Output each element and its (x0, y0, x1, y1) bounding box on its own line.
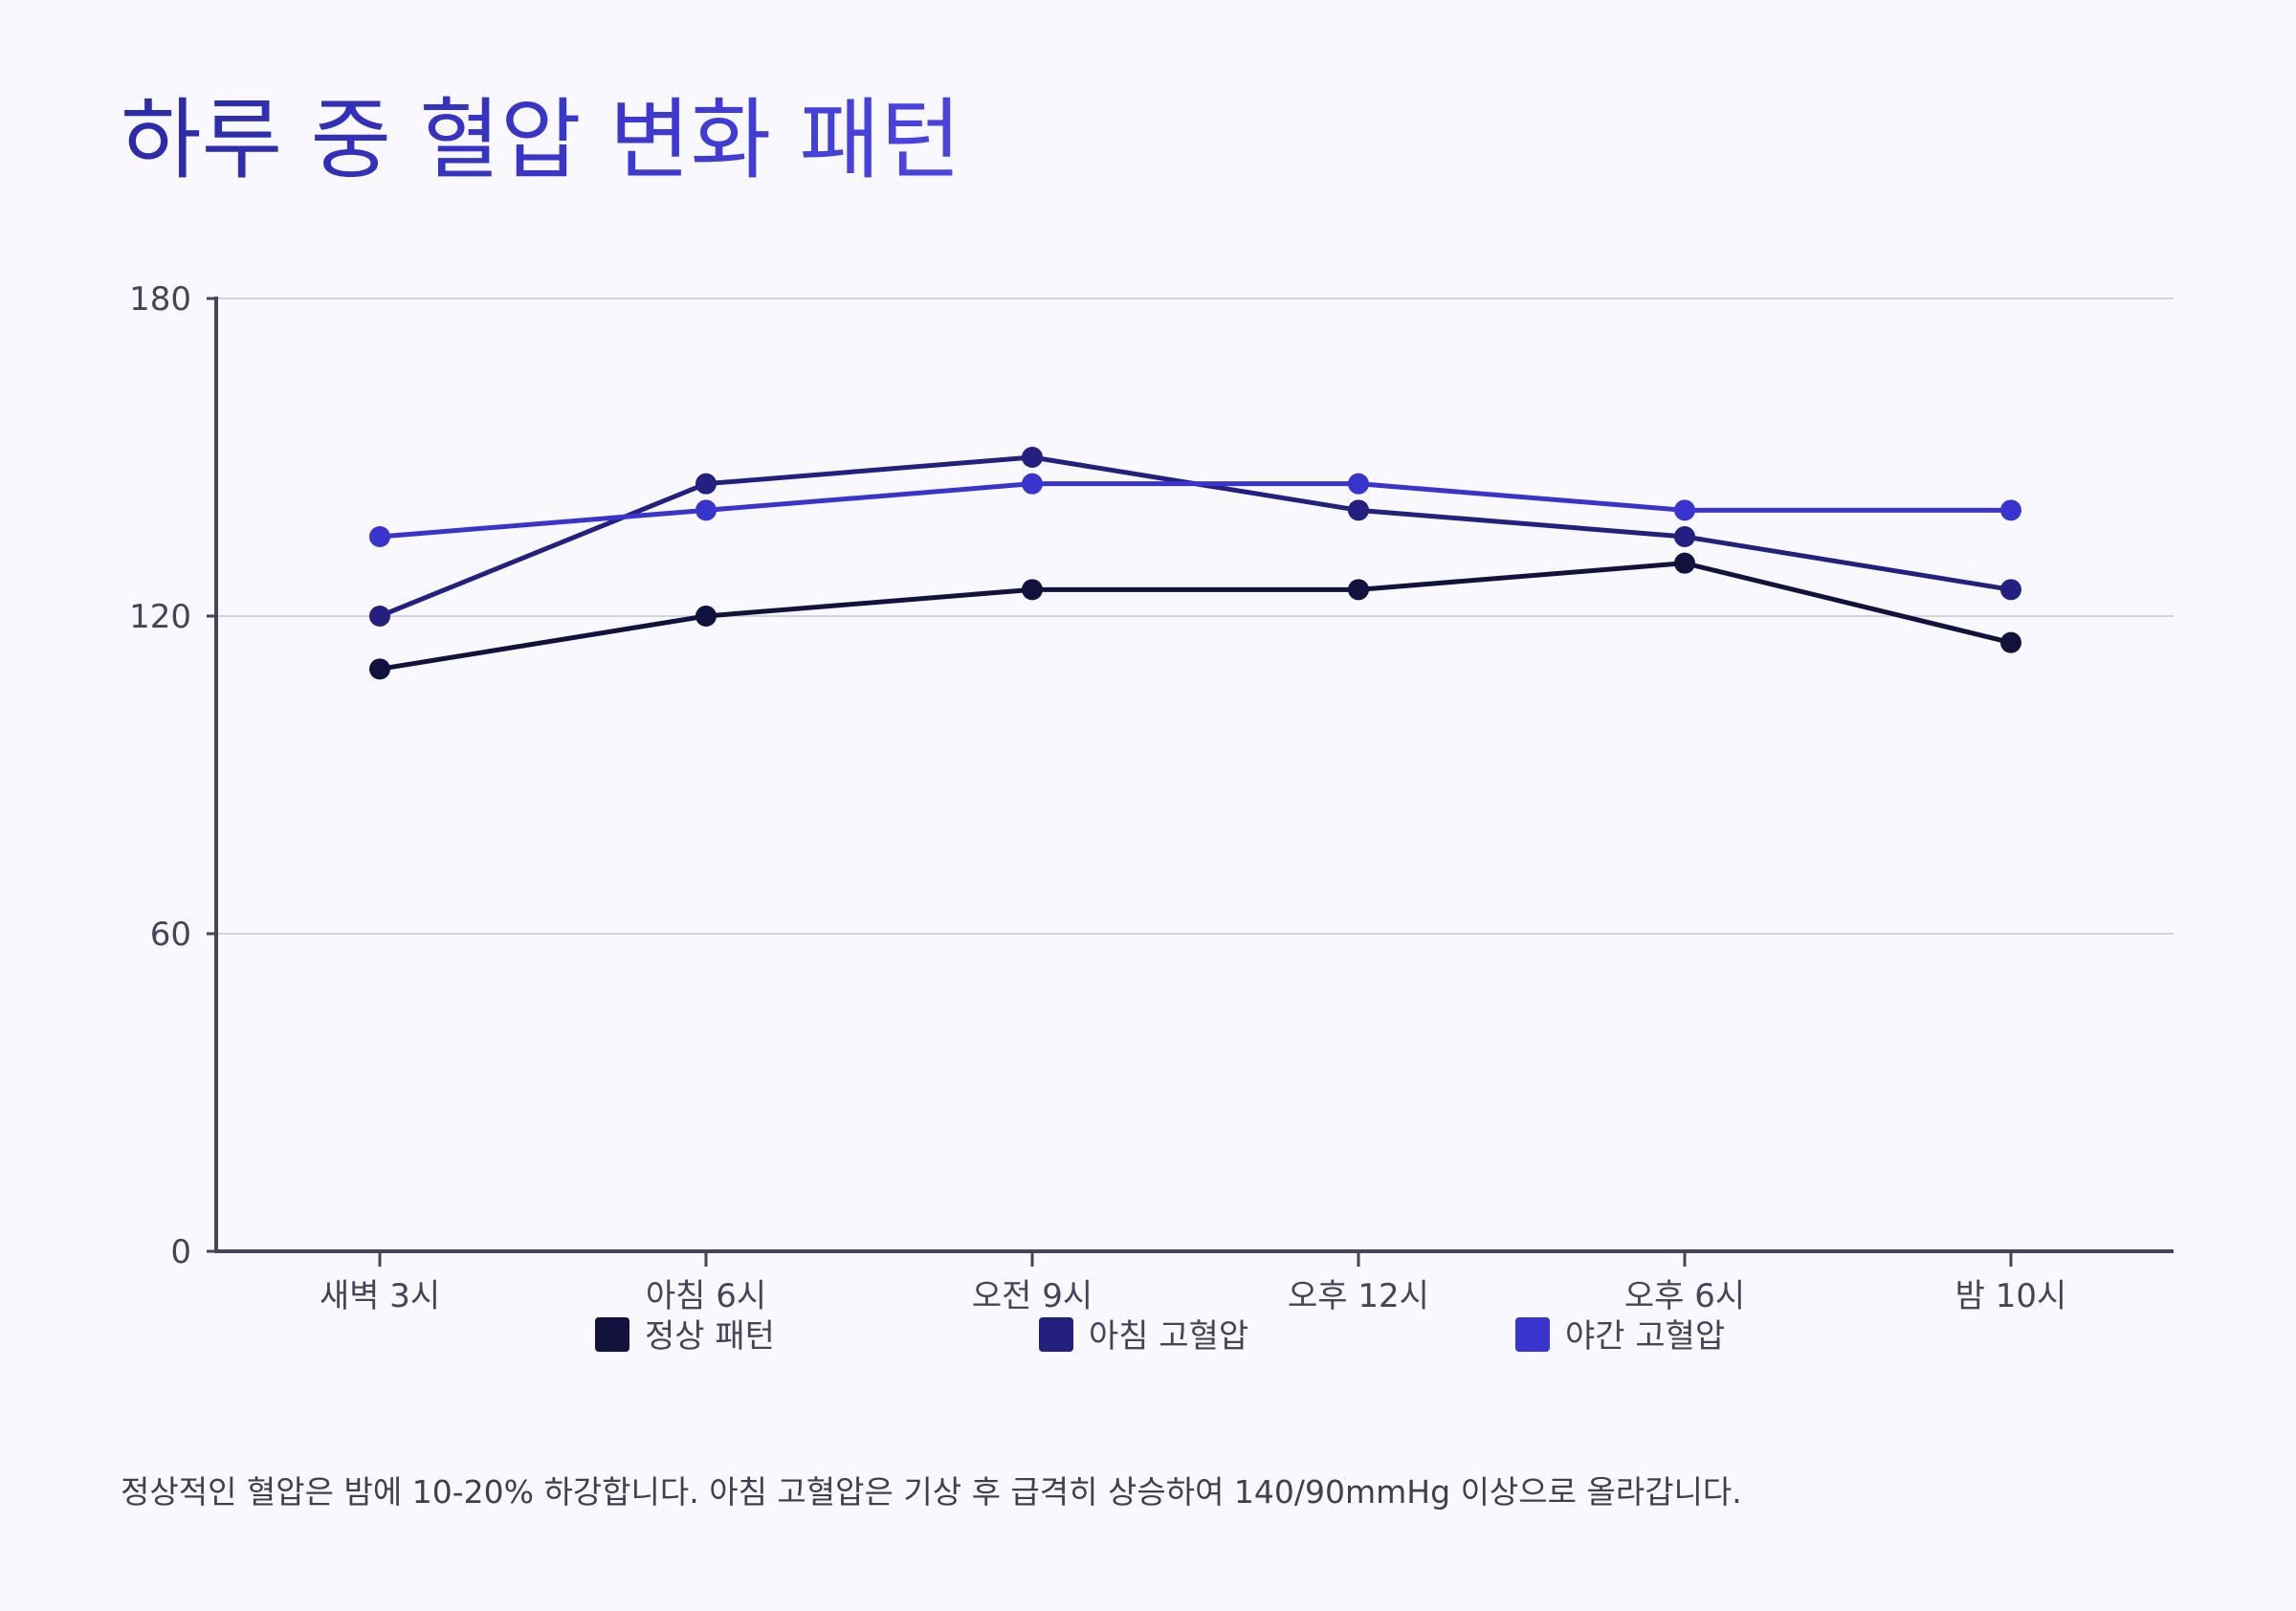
data-point (1022, 473, 1043, 495)
y-tick-label: 120 (129, 598, 191, 636)
data-point (2000, 579, 2021, 601)
x-tick-label: 오후 12시 (1288, 1277, 1429, 1315)
data-point (1348, 499, 1369, 521)
legend-swatch (1039, 1317, 1073, 1352)
data-point (695, 473, 717, 495)
data-point (2000, 499, 2021, 521)
data-point (1348, 579, 1369, 601)
series-line-1 (379, 561, 2012, 672)
data-point (369, 606, 390, 627)
data-point (1674, 499, 1695, 521)
legend-label: 야간 고혈압 (1565, 1317, 1725, 1356)
data-point (369, 526, 390, 547)
data-point (695, 606, 717, 627)
legend-label: 아침 고혈압 (1089, 1317, 1248, 1356)
data-point (1348, 473, 1369, 495)
data-point (695, 499, 717, 521)
legend-swatch (1515, 1317, 1550, 1352)
legend-swatch (595, 1317, 629, 1352)
data-point (369, 658, 390, 680)
x-tick-label: 오후 6시 (1624, 1277, 1745, 1315)
legend-label: 정상 패턴 (645, 1317, 775, 1356)
chart-title: 하루 중 혈압 변화 패턴 (121, 89, 961, 191)
series-line-2 (379, 454, 2012, 619)
chart-caption: 정상적인 혈압은 밤에 10-20% 하강합니다. 아침 고혈압은 기상 후 급… (121, 1473, 1742, 1511)
data-point (1022, 579, 1043, 601)
series-line-3 (379, 481, 2011, 540)
x-tick-label: 밤 10시 (1955, 1277, 2067, 1315)
x-tick-label: 새벽 3시 (320, 1277, 440, 1315)
data-point (1674, 552, 1695, 574)
data-point (1022, 447, 1043, 468)
y-tick-label: 60 (150, 916, 191, 954)
x-tick-label: 오전 9시 (972, 1277, 1093, 1315)
y-tick-label: 180 (129, 280, 191, 319)
data-point (1674, 526, 1695, 547)
x-tick-label: 아침 6시 (646, 1277, 766, 1315)
y-tick-label: 0 (170, 1233, 191, 1271)
data-point (2000, 631, 2021, 653)
